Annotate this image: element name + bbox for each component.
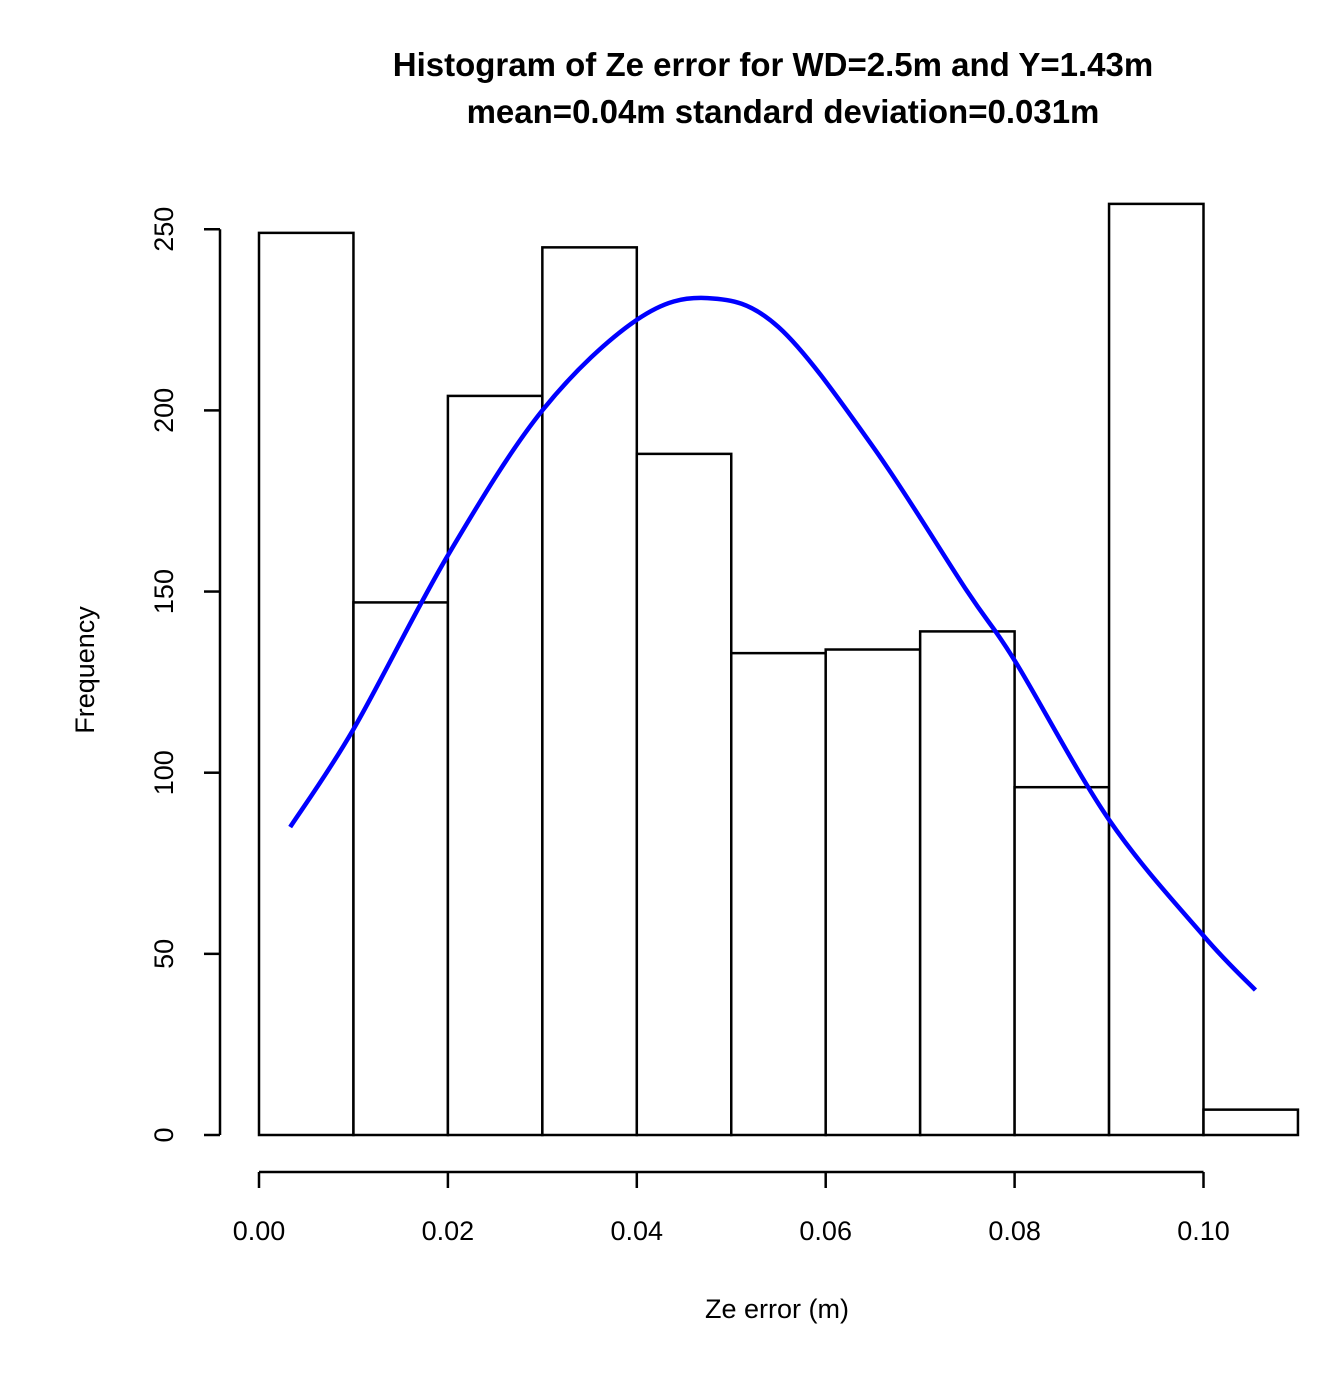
histogram-bar-7 [824,648,922,1137]
histogram-bar-1 [257,231,355,1137]
y-axis: 0 50 100 150 200 250 [149,207,222,1143]
histogram-bar-4 [541,246,639,1137]
x-axis: 0.00 0.02 0.04 0.06 0.08 0.10 [233,1170,1230,1246]
histogram-bar-8 [918,630,1016,1137]
y-tick-label: 250 [149,207,179,252]
histogram-bar-9 [1013,785,1111,1137]
histogram-bars [257,202,1300,1137]
x-tick-label: 0.06 [799,1216,852,1246]
histogram-bar-10 [1107,202,1205,1137]
x-tick-label: 0.04 [611,1216,664,1246]
y-tick-label: 150 [149,569,179,614]
histogram-bar-5 [635,452,733,1137]
x-tick-label: 0.00 [233,1216,286,1246]
y-tick-label: 50 [149,939,179,969]
histogram-bar-2 [352,601,450,1137]
x-tick-label: 0.08 [988,1216,1041,1246]
chart-subtitle: mean=0.04m standard deviation=0.031m [467,93,1100,130]
x-tick-label: 0.02 [422,1216,475,1246]
y-axis-label: Frequency [70,606,100,734]
x-tick-label: 0.10 [1177,1216,1230,1246]
y-tick-label: 100 [149,750,179,795]
x-axis-label: Ze error (m) [705,1294,849,1324]
y-tick-label: 200 [149,388,179,433]
y-tick-label: 0 [149,1127,179,1142]
histogram-bar-6 [730,651,827,1137]
normal-density-curve [288,295,1258,992]
histogram-bar-11 [1202,1108,1300,1137]
chart-title: Histogram of Ze error for WD=2.5m and Y=… [393,46,1153,83]
histogram-bar-3 [446,394,544,1137]
